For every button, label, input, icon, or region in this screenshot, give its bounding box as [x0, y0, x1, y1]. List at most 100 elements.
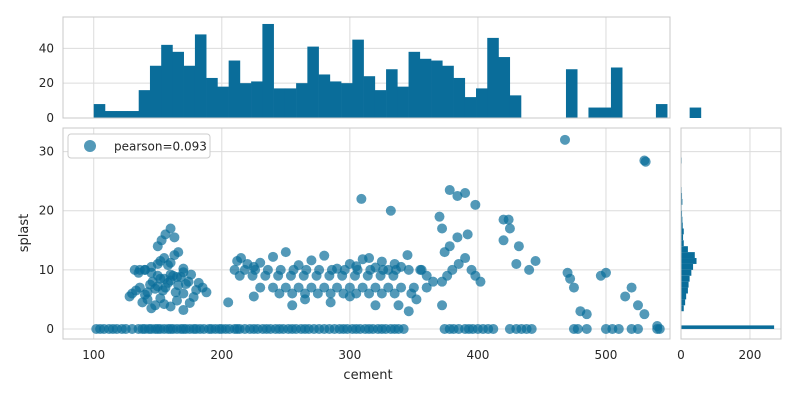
data-point	[142, 287, 153, 298]
x-tick-label: 300	[338, 348, 361, 362]
legend-marker	[84, 140, 96, 152]
data-point	[306, 255, 317, 266]
top-hist-bar	[352, 39, 364, 118]
data-point	[393, 300, 404, 311]
data-point	[421, 282, 432, 293]
data-point	[142, 294, 153, 305]
data-point	[396, 282, 407, 293]
top-histogram: 0 20 40	[39, 16, 702, 125]
data-point	[248, 291, 259, 302]
data-point	[134, 282, 145, 293]
data-point	[344, 282, 355, 293]
y-tick-label: 10	[39, 263, 54, 277]
data-point	[186, 269, 197, 280]
top-hist-bar	[588, 107, 600, 118]
data-point	[403, 306, 414, 317]
data-point	[236, 253, 247, 264]
data-point	[620, 291, 631, 302]
data-point	[452, 232, 463, 243]
data-point	[581, 309, 592, 320]
right-hist-bar	[681, 193, 683, 199]
data-point	[260, 270, 271, 281]
data-point	[325, 297, 336, 308]
data-point	[319, 250, 330, 261]
top-hist-bar	[138, 90, 151, 118]
data-point	[332, 282, 343, 293]
top-hist-bar	[655, 104, 668, 118]
right-hist-bar	[681, 263, 694, 270]
top-hist-bar	[273, 88, 286, 118]
data-point	[255, 257, 266, 268]
top-hist-bar	[464, 97, 477, 118]
data-point	[503, 214, 514, 225]
data-point	[632, 300, 643, 311]
top-hist-bar	[431, 60, 443, 118]
top-hist-bar	[296, 83, 308, 118]
top-hist-bar	[194, 34, 207, 119]
top-hist-bar	[217, 86, 229, 118]
top-hist-bar	[172, 51, 184, 118]
top-hist-bar	[127, 111, 140, 118]
top-hist-bar	[476, 88, 488, 118]
data-point	[524, 264, 535, 275]
data-point	[337, 270, 348, 281]
data-point	[639, 309, 650, 320]
data-point	[247, 270, 258, 281]
data-point	[581, 323, 592, 334]
top-hist-bar	[498, 57, 511, 118]
right-hist-bar	[681, 252, 695, 259]
right-hist-bar	[681, 222, 683, 229]
data-point	[362, 270, 373, 281]
data-point	[559, 134, 570, 145]
data-point	[411, 294, 422, 305]
top-hist-bar	[453, 77, 466, 118]
data-point	[356, 193, 367, 204]
data-point	[398, 323, 409, 334]
data-point	[498, 235, 509, 246]
data-point	[402, 250, 413, 261]
x-tick-label: 100	[82, 348, 105, 362]
data-point	[383, 282, 394, 293]
x-tick-label: 400	[466, 348, 489, 362]
right-hist-bar	[681, 240, 684, 247]
data-point	[370, 300, 381, 311]
data-point	[613, 323, 624, 334]
data-point	[403, 264, 414, 275]
data-point	[376, 256, 387, 267]
data-point	[319, 282, 330, 293]
right-histogram: 0 200	[677, 127, 782, 362]
right-hist-bar	[681, 246, 688, 253]
data-point	[285, 270, 296, 281]
y-tick-label: 30	[39, 145, 54, 159]
data-point	[173, 280, 184, 291]
top-hist-bar	[161, 44, 173, 118]
data-point	[287, 288, 298, 299]
right-hist-bar	[681, 299, 686, 306]
data-point	[434, 211, 445, 222]
data-point	[298, 270, 309, 281]
data-point	[375, 270, 386, 281]
legend-label: pearson=0.093	[114, 140, 207, 154]
data-point	[513, 241, 524, 252]
data-point	[274, 288, 285, 299]
data-point	[324, 270, 335, 281]
data-point	[165, 301, 176, 312]
right-x-tick-label: 0	[677, 348, 685, 362]
top-hist-bar	[610, 67, 623, 118]
data-point	[640, 156, 651, 167]
right-hist-bar	[681, 228, 684, 235]
data-point	[444, 185, 455, 196]
data-point	[306, 282, 317, 293]
top-hist-bar	[565, 69, 578, 118]
x-tick-label: 200	[210, 348, 233, 362]
top-hist-bar	[386, 69, 398, 118]
right-hist-bar	[681, 287, 688, 294]
top-y-tick-label: 20	[39, 76, 54, 90]
top-y-tick-label: 0	[46, 111, 54, 125]
top-hist-bar	[284, 88, 297, 118]
legend: pearson=0.093	[67, 133, 211, 159]
data-point	[444, 241, 455, 252]
data-point	[568, 282, 579, 293]
data-point	[488, 323, 499, 334]
